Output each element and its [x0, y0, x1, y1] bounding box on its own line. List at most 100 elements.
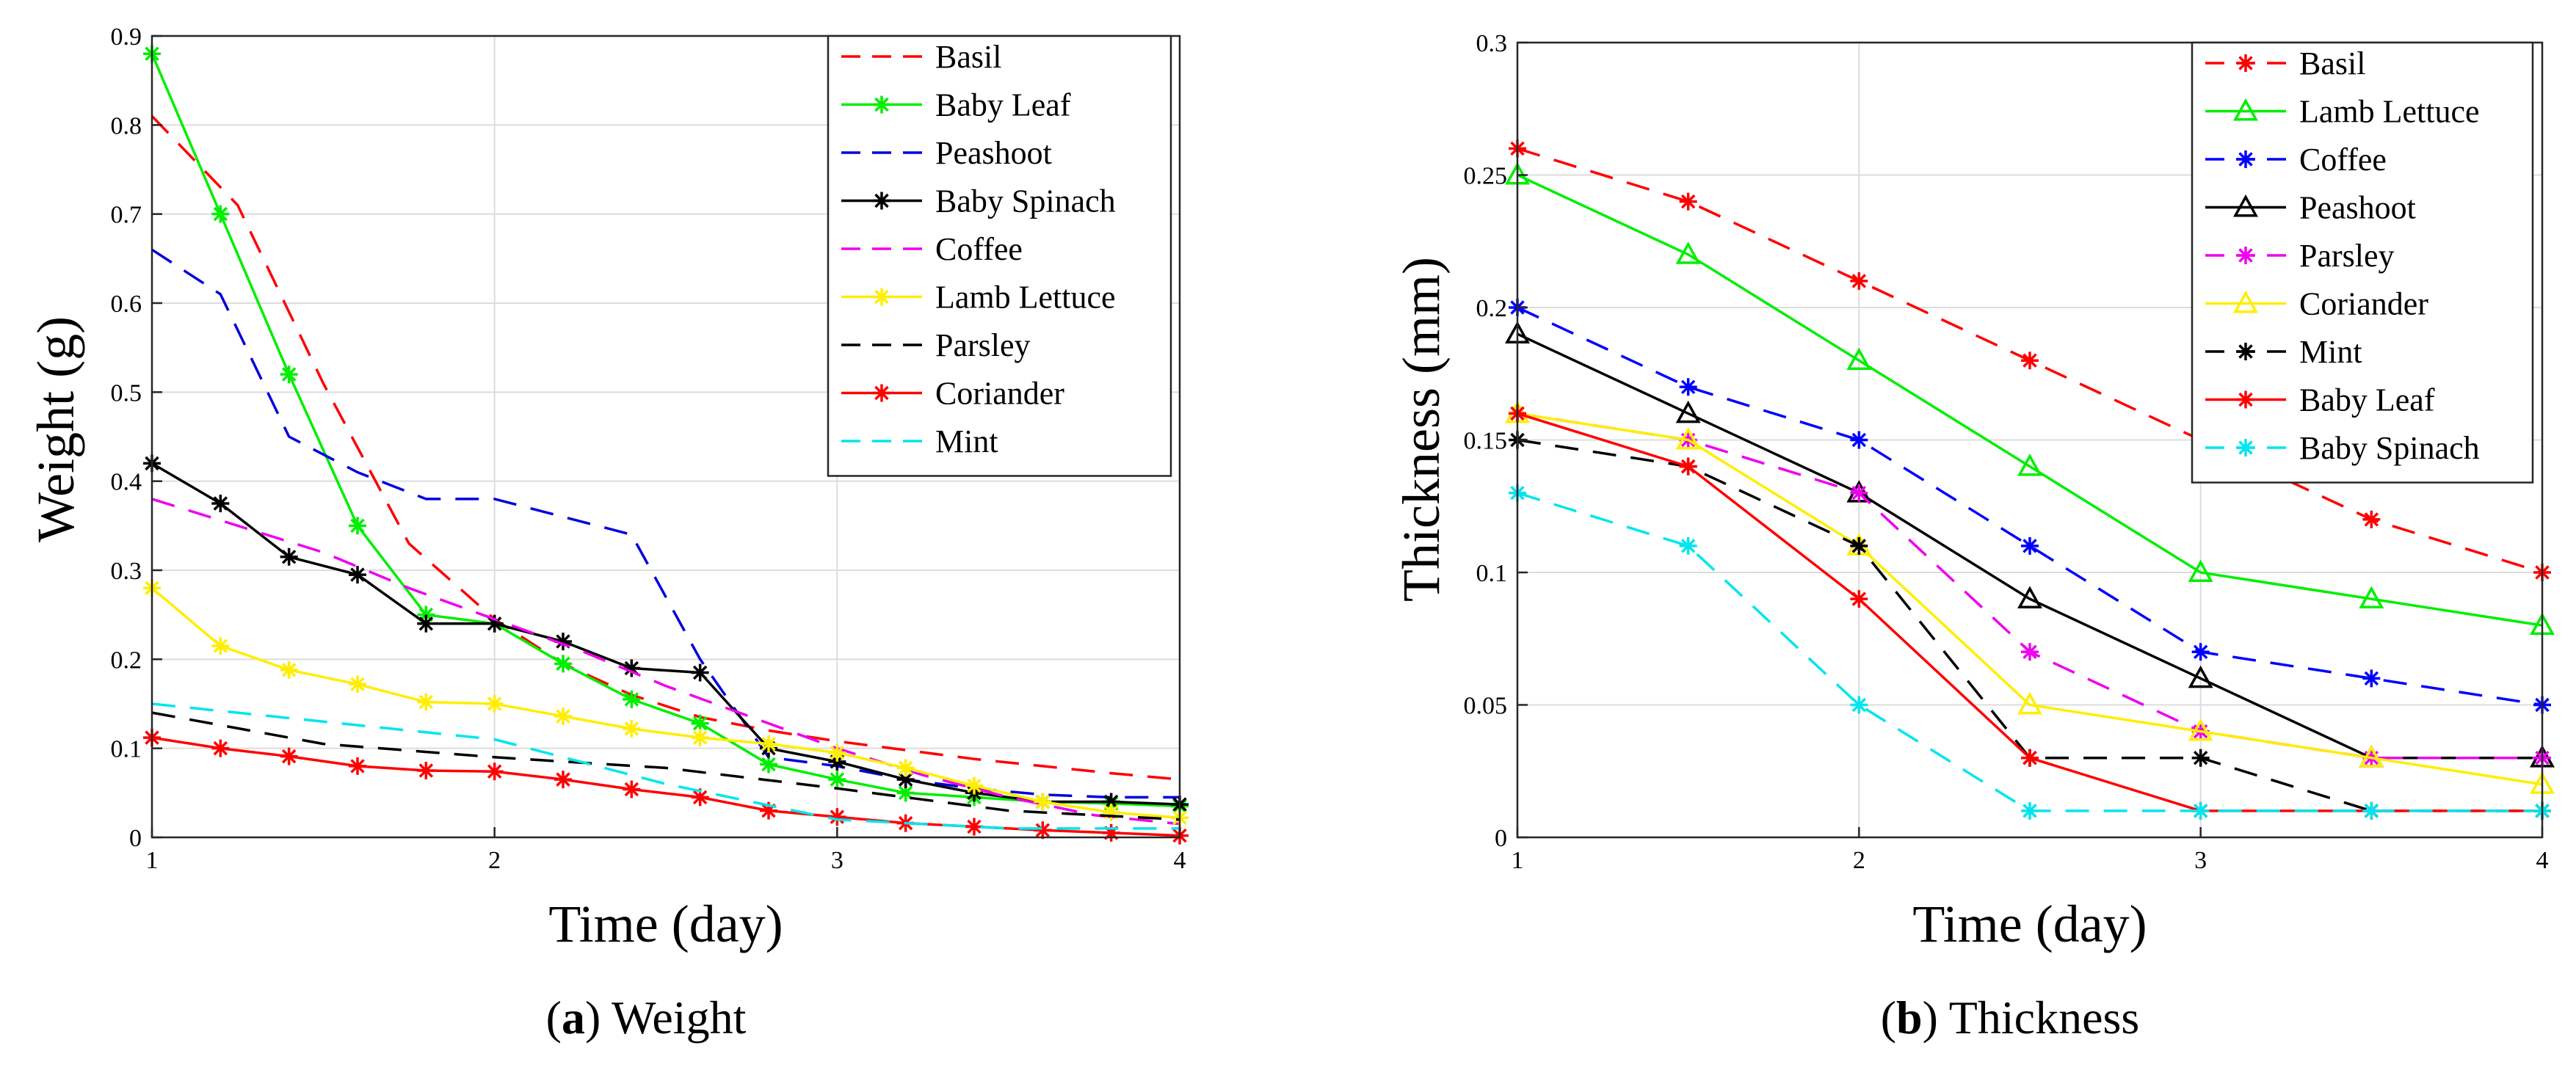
- weight-data-point: [965, 776, 983, 795]
- weight-data-point: [211, 637, 230, 655]
- weight-y-tick-label: 0.1: [111, 736, 142, 763]
- weight-legend-label: Baby Spinach: [935, 183, 1116, 219]
- thickness-data-point: [2188, 665, 2213, 688]
- thickness-data-point: [1675, 426, 1701, 450]
- thickness-legend-marker: [2237, 439, 2254, 456]
- weight-data-point: [554, 771, 572, 789]
- thickness-legend-marker: [2233, 290, 2258, 313]
- weight-data-point: [1102, 793, 1120, 811]
- weight-y-tick-label: 0.4: [111, 469, 142, 496]
- weight-series-coffee: [151, 498, 1180, 826]
- thickness-data-point: [2188, 559, 2213, 582]
- weight-data-point: [554, 655, 572, 673]
- thickness-data-point: [2362, 510, 2381, 528]
- weight-legend-label: Coriander: [935, 376, 1064, 412]
- weight-data-point: [828, 808, 846, 826]
- thickness-legend-marker: [2233, 194, 2258, 217]
- weight-data-point: [349, 517, 366, 535]
- thickness-data-point: [1850, 431, 1868, 449]
- weight-legend-marker: [873, 288, 890, 306]
- thickness-data-point: [1850, 696, 1868, 714]
- thickness-data-point: [2017, 691, 2042, 715]
- thickness-xlabel: Time (day): [1912, 895, 2147, 953]
- thickness-legend-label: Baby Leaf: [2299, 382, 2435, 418]
- thickness-legend-label: Peashoot: [2299, 190, 2416, 226]
- caption-a-text: Weight: [612, 991, 746, 1044]
- weight-series-line: [151, 498, 1180, 826]
- weight-data-point: [691, 663, 709, 682]
- weight-data-point: [349, 566, 366, 584]
- weight-data-point: [828, 752, 846, 771]
- weight-series-line: [151, 702, 1180, 830]
- weight-data-point: [691, 714, 709, 732]
- weight-x-tick-label: 1: [146, 847, 159, 874]
- weight-legend-label: Mint: [935, 423, 998, 459]
- weight-series-line: [150, 53, 1180, 808]
- weight-y-tick-label: 0.6: [111, 291, 142, 318]
- weight-y-tick-label: 0.3: [111, 558, 142, 585]
- thickness-data-point: [1850, 536, 1868, 555]
- weight-legend-label: Coffee: [935, 231, 1023, 267]
- thickness-legend-marker: [2237, 54, 2254, 72]
- weight-data-point: [417, 762, 435, 779]
- weight-data-point: [349, 757, 366, 775]
- thickness-legend: Basil Lamb Lettuce Coffee Peashoot Parsley Co…: [2191, 41, 2534, 484]
- weight-data-point: [828, 771, 846, 789]
- thickness-ylabel: Thickness (mm): [1392, 257, 1451, 602]
- weight-data-point: [1102, 823, 1120, 842]
- thickness-data-point: [2359, 745, 2384, 768]
- weight-series-parsley: [151, 711, 1180, 821]
- weight-data-point: [211, 739, 230, 757]
- weight-series-line: [150, 586, 1180, 820]
- weight-legend-label: Lamb Lettuce: [935, 280, 1116, 316]
- weight-series-peashoot: [151, 248, 1180, 799]
- thickness-data-point: [1679, 378, 1697, 396]
- weight-series-line: [151, 711, 1180, 821]
- thickness-x-tick-label: 4: [2536, 847, 2549, 874]
- weight-data-point: [691, 788, 709, 807]
- thickness-data-point: [1850, 484, 1868, 502]
- thickness-y-tick-label: 0.1: [1476, 560, 1508, 587]
- thickness-y-tick-label: 0.15: [1464, 428, 1508, 455]
- thickness-data-point: [2021, 801, 2039, 820]
- thickness-legend-label: Mint: [2299, 334, 2362, 370]
- thickness-data-point: [1679, 457, 1697, 476]
- weight-data-point: [828, 743, 846, 762]
- thickness-legend-label: Basil: [2299, 46, 2365, 81]
- weight-data-point: [417, 614, 435, 633]
- weight-data-point: [896, 771, 915, 789]
- weight-legend-label: Basil: [935, 39, 1001, 75]
- weight-data-point: [896, 784, 915, 802]
- weight-legend-label: Baby Leaf: [935, 87, 1071, 123]
- thickness-legend-label: Parsley: [2299, 238, 2395, 274]
- weight-ylabel: Weight (g): [26, 316, 85, 542]
- thickness-legend-label: Coriander: [2299, 286, 2428, 322]
- weight-data-point: [965, 818, 983, 836]
- thickness-data-point: [1850, 272, 1868, 290]
- weight-data-point: [485, 763, 504, 781]
- weight-data-point: [417, 605, 435, 624]
- weight-series-line: [151, 736, 1180, 837]
- weight-legend-label: Peashoot: [935, 135, 1052, 171]
- weight-y-tick-label: 0.9: [111, 23, 142, 51]
- weight-legend-label: Parsley: [935, 327, 1031, 363]
- weight-y-tick-label: 0.7: [111, 202, 142, 229]
- weight-data-point: [349, 675, 366, 694]
- weight-data-point: [691, 729, 709, 747]
- weight-series-mint: [151, 702, 1180, 830]
- thickness-data-point: [2359, 586, 2384, 609]
- plot-area-weight: 1 2 3 4 0 0.1 0.2 0.3 0.4 0.5 0.6 0.7 0.8 0.9 Basil Bab…: [111, 23, 1189, 874]
- weight-data-point: [1034, 821, 1052, 840]
- weight-data-point: [760, 801, 777, 820]
- weight-data-point: [760, 755, 777, 774]
- weight-data-point: [485, 614, 504, 633]
- weight-data-point: [623, 780, 641, 798]
- thickness-legend-label: Coffee: [2299, 142, 2387, 178]
- thickness-data-point: [2188, 718, 2213, 741]
- thickness-data-point: [1846, 347, 1872, 371]
- thickness-data-point: [2017, 453, 2042, 476]
- weight-data-point: [554, 707, 572, 725]
- weight-series-line: [151, 248, 1180, 799]
- thickness-data-point: [2191, 801, 2210, 820]
